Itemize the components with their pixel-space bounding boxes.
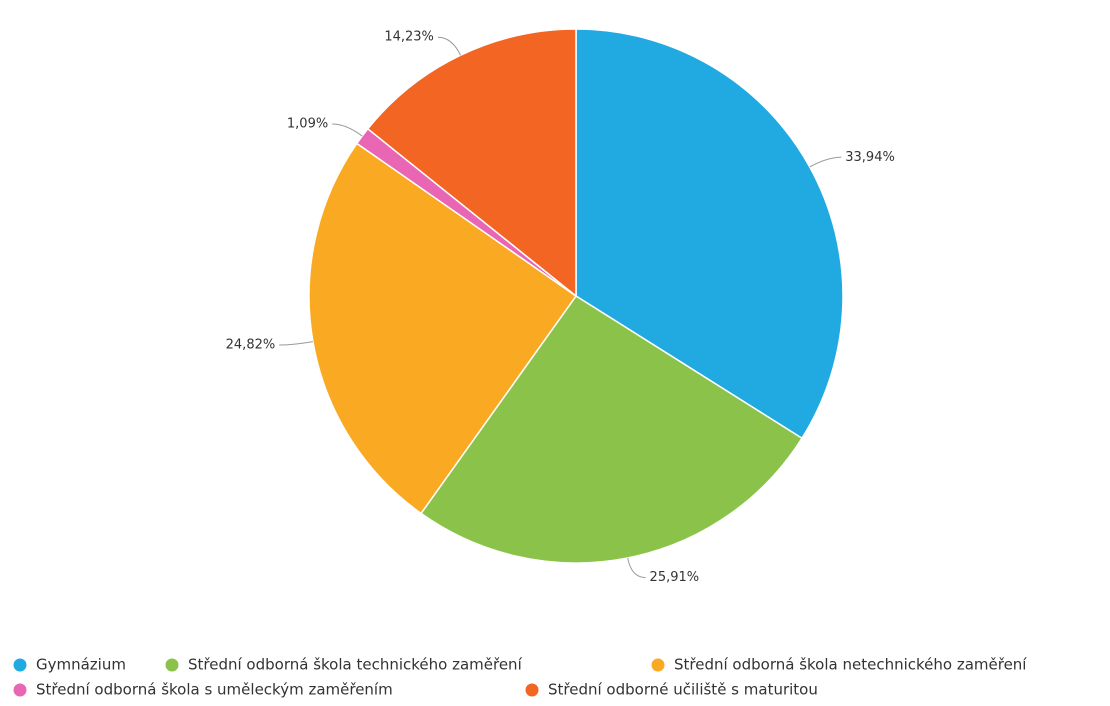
legend-marker	[13, 683, 27, 697]
data-label: 25,91%	[650, 570, 700, 585]
legend-label: Střední odborné učiliště s maturitou	[548, 681, 818, 699]
leader-line	[437, 36, 462, 56]
leader-line	[809, 156, 842, 168]
legend-label: Střední odborná škola netechnického zamě…	[674, 656, 1027, 674]
data-label: 14,23%	[384, 30, 434, 45]
leader-line	[627, 557, 646, 579]
legend-label: Střední odborná škola technického zaměře…	[188, 656, 523, 674]
leader-line	[279, 341, 314, 346]
legend-marker	[651, 658, 665, 672]
pie-slice	[308, 142, 578, 515]
legend-label: Střední odborná škola s uměleckým zaměře…	[36, 681, 393, 699]
legend-marker	[165, 658, 179, 672]
leader-line	[332, 123, 363, 137]
legend-label: Gymnázium	[36, 656, 126, 674]
legend-marker	[13, 658, 27, 672]
data-label: 24,82%	[226, 338, 276, 353]
data-label: 1,09%	[287, 117, 328, 132]
data-label: 33,94%	[845, 150, 895, 165]
legend-marker	[525, 683, 539, 697]
